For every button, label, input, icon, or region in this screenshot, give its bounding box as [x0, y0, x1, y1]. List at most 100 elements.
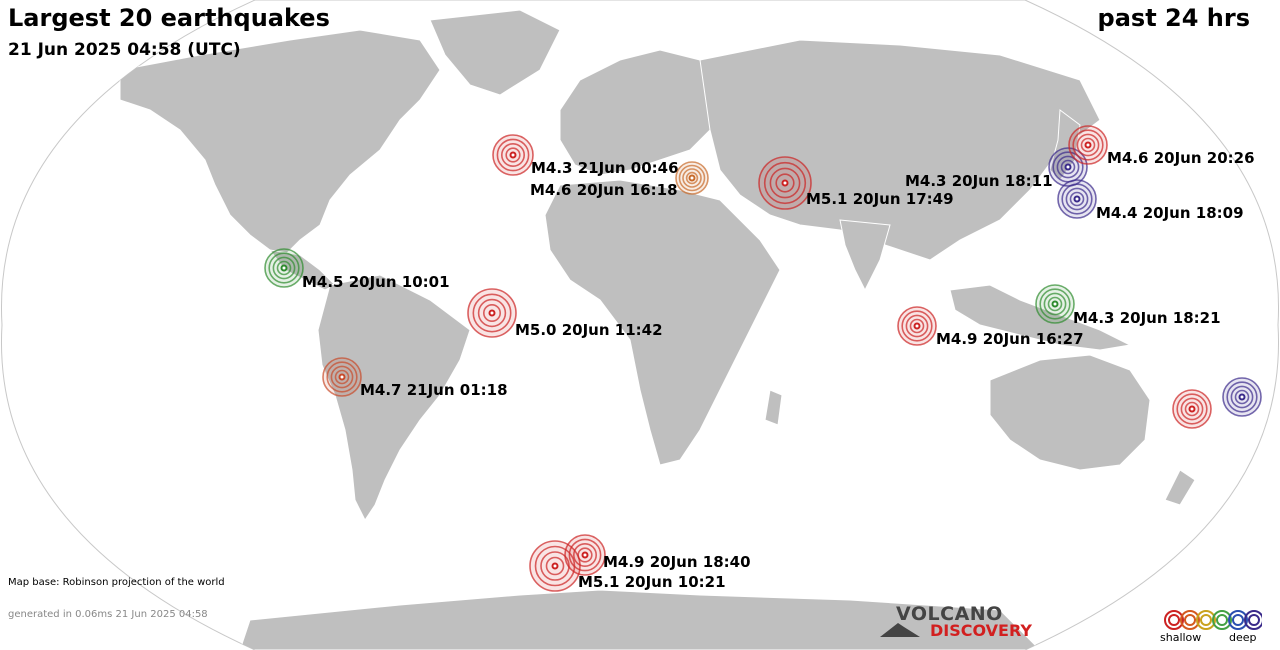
earthquake-marker[interactable] — [1222, 377, 1262, 417]
quake-label: M4.9 20Jun 16:27 — [936, 330, 1084, 348]
map-base-note: Map base: Robinson projection of the wor… — [8, 577, 225, 588]
quake-label: M4.3 20Jun 18:11 — [905, 172, 1053, 190]
legend-ring — [1164, 610, 1184, 630]
australia — [989, 354, 1151, 471]
quake-ring — [276, 260, 292, 276]
quake-ring — [500, 143, 525, 168]
quake-ring — [1230, 385, 1254, 409]
quake-ring — [472, 293, 512, 333]
quake-epicenter — [280, 264, 288, 272]
quake-ring — [496, 138, 530, 172]
new-zealand — [1164, 469, 1196, 506]
quake-label: M4.3 21Jun 00:46 — [531, 159, 679, 177]
quake-label: M5.1 20Jun 17:49 — [806, 190, 954, 208]
generated-note: generated in 0.06ms 21 Jun 2025 04:58 — [8, 609, 208, 620]
map-title: Largest 20 earthquakes — [8, 4, 330, 32]
quake-ring — [326, 361, 358, 393]
quake-label: M4.6 20Jun 20:26 — [1107, 149, 1255, 167]
quake-ring — [540, 551, 570, 581]
north-america — [119, 29, 441, 256]
quake-ring — [678, 164, 706, 192]
quake-ring — [334, 369, 350, 385]
quake-ring — [534, 545, 576, 587]
quake-epicenter — [781, 179, 789, 187]
earthquake-marker[interactable]: M5.1 20Jun 17:49 — [758, 156, 954, 210]
time-period: past 24 hrs — [1097, 4, 1250, 32]
earthquake-marker[interactable]: M4.4 20Jun 18:09 — [1057, 179, 1244, 222]
quake-ring — [1065, 187, 1089, 211]
europe — [559, 49, 721, 176]
legend-deep-label: deep — [1229, 631, 1257, 644]
quake-epicenter — [1238, 393, 1246, 401]
quake-ring — [1080, 137, 1096, 153]
quake-ring — [1039, 288, 1071, 320]
madagascar — [764, 389, 783, 426]
quake-ring — [272, 256, 296, 280]
quake-epicenter — [488, 309, 496, 317]
quake-ring — [1072, 129, 1104, 161]
quake-ring — [1226, 381, 1258, 413]
earthquake-marker[interactable]: M4.5 20Jun 10:01 — [264, 248, 450, 291]
india — [839, 219, 891, 292]
legend-shallow-label: shallow — [1160, 631, 1202, 644]
quake-ring — [763, 161, 807, 205]
earthquake-marker[interactable]: M4.3 20Jun 18:11 — [905, 147, 1088, 190]
earthquake-marker[interactable] — [1172, 389, 1212, 429]
legend-ring — [1244, 610, 1262, 630]
antarctica — [239, 589, 1042, 650]
quake-ring — [1056, 155, 1080, 179]
quake-label: M4.3 20Jun 18:21 — [1073, 309, 1221, 327]
earthquake-marker[interactable]: M5.0 20Jun 11:42 — [467, 288, 663, 339]
earthquake-marker[interactable]: M4.6 20Jun 20:26 — [1068, 125, 1255, 167]
legend-ring — [1180, 610, 1200, 630]
legend-ring — [1200, 614, 1212, 626]
logo-text-discovery: DISCOVERY — [930, 621, 1033, 640]
quake-ring — [1234, 389, 1250, 405]
quake-ring — [1076, 133, 1100, 157]
south-america — [317, 274, 471, 521]
map-timestamp: 21 Jun 2025 04:58 (UTC) — [8, 40, 241, 60]
depth-legend — [1164, 610, 1262, 630]
quake-ring — [685, 171, 699, 185]
earthquake-marker[interactable]: M4.9 20Jun 16:27 — [897, 306, 1084, 348]
quake-label: M5.0 20Jun 11:42 — [515, 321, 663, 339]
quake-ring — [505, 147, 521, 163]
quake-epicenter — [688, 174, 696, 182]
quake-epicenter — [509, 151, 517, 159]
quake-ring — [1061, 183, 1093, 215]
earthquake-marker[interactable]: M5.1 20Jun 10:21 — [529, 540, 726, 592]
legend-ring — [1184, 614, 1196, 626]
quake-ring — [1176, 393, 1208, 425]
earthquake-marker[interactable]: M4.9 20Jun 18:40 — [564, 534, 751, 576]
quake-ring — [482, 303, 501, 322]
quake-ring — [1069, 191, 1085, 207]
legend-ring — [1232, 614, 1244, 626]
land-masses — [119, 9, 1196, 650]
earthquake-marker[interactable]: M4.6 20Jun 16:18 — [530, 161, 709, 199]
quake-ring — [330, 365, 354, 389]
quake-label: M5.1 20Jun 10:21 — [578, 573, 726, 591]
africa — [544, 179, 781, 466]
quake-ring — [1184, 401, 1200, 417]
quake-ring — [905, 314, 929, 338]
earthquake-marker[interactable]: M4.3 21Jun 00:46 — [492, 134, 679, 177]
quake-label: M4.7 21Jun 01:18 — [360, 381, 508, 399]
quake-epicenter — [1051, 300, 1059, 308]
quake-label: M4.6 20Jun 16:18 — [530, 181, 678, 199]
quake-epicenter — [1064, 163, 1072, 171]
quake-ring — [568, 538, 602, 572]
quake-epicenter — [1084, 141, 1092, 149]
earthquake-marker[interactable]: M4.3 20Jun 18:21 — [1035, 284, 1221, 327]
quake-epicenter — [338, 373, 346, 381]
volcano-icon — [880, 623, 920, 637]
quake-ring — [901, 310, 933, 342]
earthquake-marker[interactable]: M4.7 21Jun 01:18 — [322, 357, 508, 399]
quake-ring — [477, 298, 507, 328]
quake-epicenter — [1188, 405, 1196, 413]
volcano-discovery-logo[interactable]: VOLCANO DISCOVERY — [880, 603, 1040, 643]
quake-ring — [572, 542, 597, 567]
legend-ring — [1228, 610, 1248, 630]
legend-ring — [1196, 610, 1216, 630]
legend-ring — [1216, 614, 1228, 626]
